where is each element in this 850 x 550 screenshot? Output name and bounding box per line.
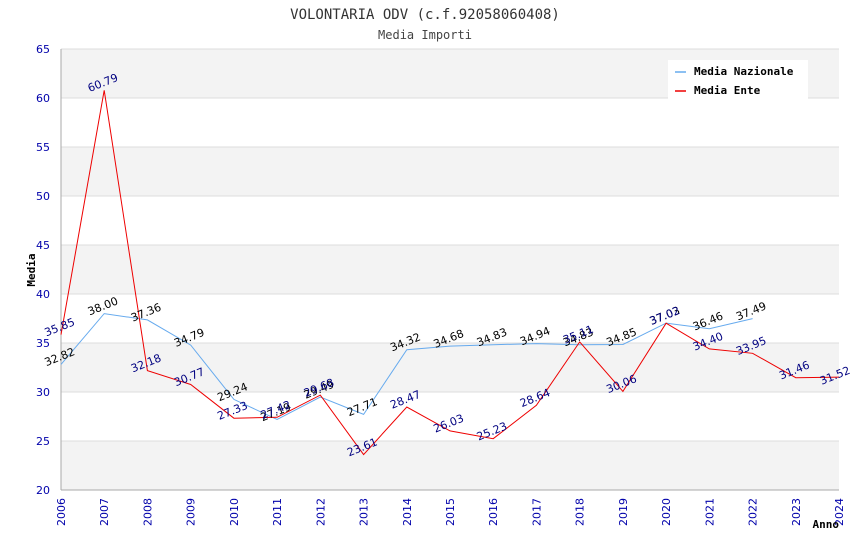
legend-box bbox=[668, 60, 808, 100]
y-axis-ticks: 20 25 30 35 40 45 50 55 60 65 bbox=[36, 43, 50, 497]
y-tick-label: 65 bbox=[36, 43, 50, 56]
grid-band bbox=[61, 343, 839, 392]
legend: Media Nazionale Media Ente bbox=[668, 60, 808, 100]
y-tick-label: 30 bbox=[36, 386, 50, 399]
x-tick-label: 2010 bbox=[228, 498, 241, 526]
series-line bbox=[60, 313, 753, 421]
x-axis-ticks: 2006 2007 2008 2009 2010 2011 2012 2013 2014 2015… bbox=[55, 498, 846, 526]
x-tick-label: 2018 bbox=[574, 498, 587, 526]
data-label: 26.03 bbox=[432, 412, 466, 436]
chart-subtitle: Media Importi bbox=[378, 28, 472, 42]
x-tick-label: 2008 bbox=[141, 498, 154, 526]
chart-title: VOLONTARIA ODV (c.f.92058060408) bbox=[290, 7, 560, 23]
y-tick-label: 35 bbox=[36, 337, 50, 350]
series-line bbox=[60, 90, 840, 456]
y-tick-label: 55 bbox=[36, 141, 50, 154]
grid-band bbox=[61, 245, 839, 294]
x-tick-label: 2023 bbox=[790, 498, 803, 526]
x-tick-label: 2009 bbox=[185, 498, 198, 526]
data-label: 37.36 bbox=[129, 301, 163, 325]
y-tick-label: 25 bbox=[36, 435, 50, 448]
x-tick-label: 2007 bbox=[98, 498, 111, 526]
x-tick-label: 2020 bbox=[660, 498, 673, 526]
x-tick-label: 2011 bbox=[271, 498, 284, 526]
x-axis-label: Anno bbox=[813, 518, 840, 531]
legend-label-nazionale: Media Nazionale bbox=[694, 65, 794, 78]
data-label: 37.49 bbox=[734, 299, 768, 323]
x-tick-label: 2022 bbox=[747, 498, 760, 526]
legend-label-ente: Media Ente bbox=[694, 84, 761, 97]
data-label: 25.23 bbox=[475, 420, 509, 444]
y-tick-label: 60 bbox=[36, 92, 50, 105]
series-lines bbox=[60, 90, 840, 456]
grid-band bbox=[61, 147, 839, 196]
x-tick-label: 2006 bbox=[55, 498, 68, 526]
x-tick-label: 2021 bbox=[703, 498, 716, 526]
x-tick-label: 2019 bbox=[617, 498, 630, 526]
x-tick-label: 2014 bbox=[401, 498, 414, 526]
y-tick-label: 40 bbox=[36, 288, 50, 301]
x-tick-label: 2017 bbox=[530, 498, 543, 526]
data-label: 35.85 bbox=[43, 315, 77, 339]
y-tick-label: 50 bbox=[36, 190, 50, 203]
y-axis-label: Media bbox=[25, 253, 38, 286]
y-tick-label: 20 bbox=[36, 484, 50, 497]
x-tick-label: 2015 bbox=[444, 498, 457, 526]
x-tick-label: 2013 bbox=[358, 498, 371, 526]
data-label: 27.71 bbox=[345, 395, 379, 419]
y-tick-label: 45 bbox=[36, 239, 50, 252]
x-tick-label: 2024 bbox=[833, 498, 846, 526]
axes bbox=[60, 49, 839, 491]
x-tick-label: 2016 bbox=[487, 498, 500, 526]
grid-band bbox=[61, 441, 839, 490]
x-tick-label: 2012 bbox=[314, 498, 327, 526]
grid-bands bbox=[61, 48, 839, 491]
